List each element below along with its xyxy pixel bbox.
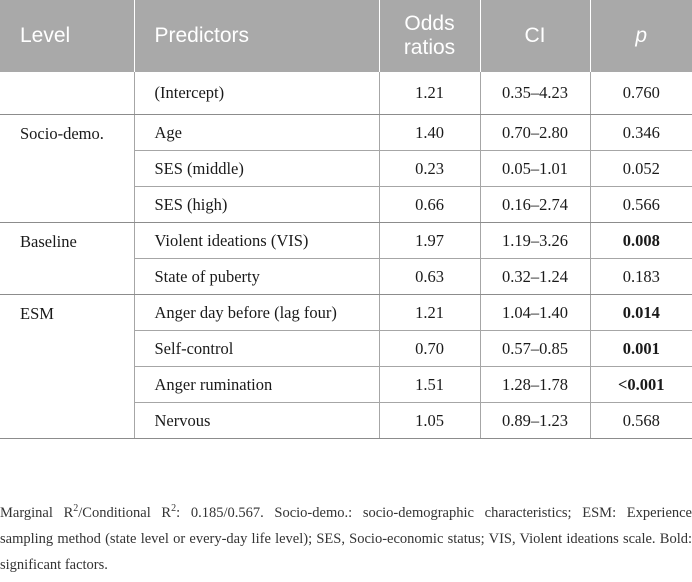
results-table: Level Predictors Odds ratios CI p (Inter…	[0, 0, 692, 439]
cell-ci: 0.35–4.23	[479, 72, 591, 115]
footnote-rest: : 0.185/0.567. Socio-demo.: socio-demogr…	[0, 505, 692, 573]
table-row: SES (high) 0.66 0.16–2.74 0.566	[0, 186, 692, 223]
cell-ci: 1.19–3.26	[479, 222, 591, 259]
cell-odds-ratio: 0.70	[378, 330, 481, 367]
table-row: ESM Anger day before (lag four) 1.21 1.04–1…	[0, 294, 692, 439]
cell-predictor: (Intercept)	[133, 72, 380, 115]
header-predictors: Predictors	[133, 0, 379, 72]
cell-predictor: Anger day before (lag four)	[133, 294, 380, 331]
cell-odds-ratio: 0.66	[378, 186, 481, 223]
cell-predictor: Violent ideations (VIS)	[133, 222, 380, 259]
cell-odds-ratio: 1.21	[378, 294, 481, 331]
cell-p: 0.008	[589, 222, 692, 259]
cell-predictor: State of puberty	[134, 258, 380, 295]
cell-p: <0.001	[589, 366, 692, 403]
cell-level: Socio-demo.	[0, 114, 135, 223]
cell-odds-ratio: 1.40	[378, 114, 481, 151]
table-footnote: Marginal R2/Conditional R2: 0.185/0.567.…	[0, 500, 692, 578]
cell-ci: 0.32–1.24	[479, 258, 591, 295]
cell-p: 0.346	[589, 114, 692, 151]
footnote-sup1: 2	[73, 503, 79, 515]
cell-odds-ratio: 1.97	[378, 222, 481, 259]
cell-odds-ratio: 1.21	[378, 72, 481, 115]
cell-ci: 0.89–1.23	[479, 402, 591, 439]
footnote-conditional: /Conditional R	[78, 505, 172, 521]
header-p: p	[589, 0, 692, 72]
cell-p: 0.001	[589, 330, 692, 367]
table-row: SES (middle) 0.23 0.05–1.01 0.052	[0, 150, 692, 187]
cell-predictor: Age	[133, 114, 380, 151]
cell-p: 0.014	[589, 294, 692, 331]
table-row: Socio-demo. Age 1.40 0.70–2.80 0.346	[0, 114, 692, 223]
cell-predictor: Self-control	[134, 330, 380, 367]
cell-p: 0.183	[589, 258, 692, 295]
cell-ci: 1.28–1.78	[479, 366, 591, 403]
cell-level: ESM	[0, 294, 135, 439]
cell-level	[0, 72, 135, 115]
cell-odds-ratio: 0.23	[378, 150, 481, 187]
table-row: Nervous 1.05 0.89–1.23 0.568	[0, 402, 692, 439]
cell-ci: 1.04–1.40	[479, 294, 591, 331]
cell-odds-ratio: 0.63	[378, 258, 481, 295]
table-body: (Intercept) 1.21 0.35–4.23 0.760 Socio-demo.…	[0, 72, 692, 439]
table-row: Baseline Violent ideations (VIS) 1.97 1.19–…	[0, 222, 692, 295]
cell-predictor: Nervous	[134, 402, 380, 439]
cell-ci: 0.70–2.80	[479, 114, 591, 151]
cell-p: 0.566	[589, 186, 692, 223]
cell-p: 0.568	[589, 402, 692, 439]
table-row: Self-control 0.70 0.57–0.85 0.001	[0, 330, 692, 367]
cell-level: Baseline	[0, 222, 135, 295]
cell-odds-ratio: 1.05	[378, 402, 481, 439]
footnote-marginal: Marginal R	[0, 505, 74, 521]
cell-odds-ratio: 1.51	[378, 366, 481, 403]
cell-predictor: Anger rumination	[134, 366, 380, 403]
cell-predictor: SES (middle)	[134, 150, 380, 187]
cell-ci: 0.05–1.01	[479, 150, 591, 187]
cell-ci: 0.16–2.74	[479, 186, 591, 223]
header-row: Level Predictors Odds ratios CI p	[0, 0, 692, 72]
table-row: (Intercept) 1.21 0.35–4.23 0.760	[0, 72, 692, 115]
header-ci: CI	[479, 0, 590, 72]
header-level: Level	[0, 0, 134, 72]
cell-p: 0.760	[589, 72, 692, 115]
cell-predictor: SES (high)	[134, 186, 380, 223]
table-row: State of puberty 0.63 0.32–1.24 0.183	[0, 258, 692, 295]
cell-p: 0.052	[589, 150, 692, 187]
table-row: Anger rumination 1.51 1.28–1.78 <0.001	[0, 366, 692, 403]
cell-ci: 0.57–0.85	[479, 330, 591, 367]
header-odds-ratios: Odds ratios	[378, 0, 480, 72]
footnote-sup2: 2	[171, 503, 177, 515]
